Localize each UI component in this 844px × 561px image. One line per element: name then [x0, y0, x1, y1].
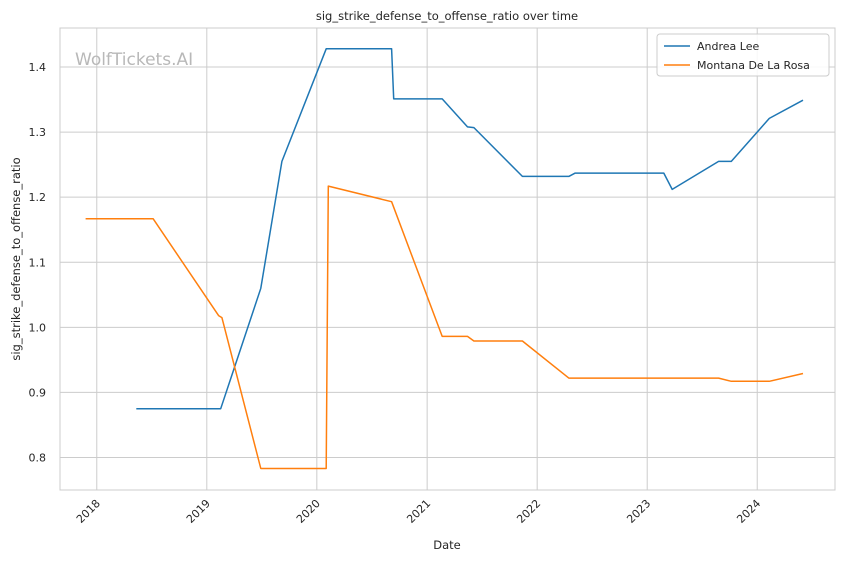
legend-box — [656, 33, 830, 77]
series-lines — [85, 48, 804, 470]
y-tick-label: 1.2 — [29, 191, 47, 204]
x-tick-label: 2024 — [734, 497, 763, 526]
legend-label: Andrea Lee — [697, 40, 759, 53]
x-tick-label: 2021 — [404, 497, 433, 526]
series-line-montana-de-la-rosa — [85, 185, 804, 470]
y-axis-label: sig_strike_defense_to_offense_ratio — [9, 157, 23, 360]
y-tick-label: 0.9 — [29, 386, 47, 399]
y-tick-label: 1.3 — [29, 126, 47, 139]
x-tick-label: 2022 — [514, 497, 543, 526]
x-tick-label: 2020 — [294, 497, 323, 526]
legend: Andrea Lee Montana De La Rosa — [656, 33, 830, 77]
y-tick-label: 1.4 — [29, 61, 47, 74]
series-line-andrea-lee — [136, 48, 804, 410]
x-axis-label: Date — [433, 538, 461, 552]
legend-label: Montana De La Rosa — [697, 59, 810, 72]
watermark: WolfTickets.AI — [75, 50, 193, 70]
x-tick-label: 2023 — [624, 497, 653, 526]
y-tick-label: 1.0 — [29, 321, 47, 334]
y-tick-labels: 0.8 0.9 1.0 1.1 1.2 1.3 1.4 — [29, 61, 47, 464]
y-tick-label: 1.1 — [29, 256, 47, 269]
x-tick-label: 2018 — [74, 497, 103, 526]
x-tick-labels: 2018 2019 2020 2021 2022 2023 2024 — [74, 497, 763, 526]
x-tick-label: 2019 — [184, 497, 213, 526]
chart-title: sig_strike_defense_to_offense_ratio over… — [316, 9, 578, 23]
y-tick-label: 0.8 — [29, 451, 47, 464]
plot-area — [59, 27, 836, 491]
